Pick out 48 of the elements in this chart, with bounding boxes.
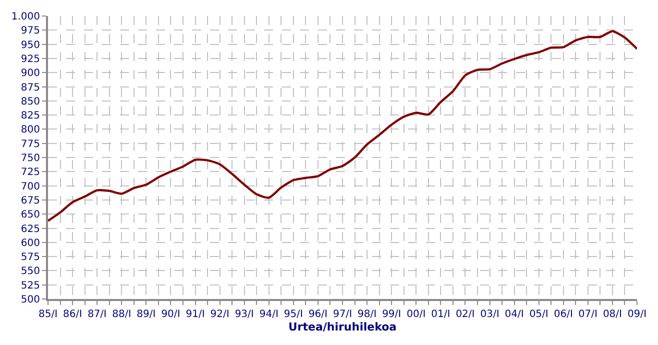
x-tick-label: 87/I	[88, 309, 107, 320]
x-tick-label: 90/I	[161, 309, 180, 320]
y-tick-label: 875	[20, 82, 40, 94]
y-tick-label: 900	[20, 68, 40, 80]
x-tick-label: 93/I	[234, 309, 254, 320]
y-tick-label: 975	[20, 26, 40, 37]
y-tick-label: 800	[20, 124, 40, 136]
x-tick-label: 95/I	[284, 309, 303, 320]
x-axis-title: Urtea/hiruhilekoa	[288, 320, 397, 334]
x-tick-label: 07/I	[578, 309, 598, 320]
x-tick-label: 00/I	[406, 309, 426, 320]
x-tick-label: 88/I	[112, 309, 132, 320]
y-tick-label: 775	[20, 138, 40, 150]
x-tick-label: 06/I	[554, 309, 573, 320]
x-tick-label: 86/I	[63, 309, 82, 320]
y-tick-label: 600	[20, 238, 40, 249]
y-tick-label: 550	[20, 266, 40, 278]
x-tick-label: 98/I	[358, 309, 377, 320]
x-tick-label: 01/I	[431, 309, 450, 320]
x-tick-label: 96/I	[308, 309, 328, 320]
x-tick-label: 97/I	[332, 309, 352, 320]
y-tick-label: 825	[20, 110, 40, 122]
y-tick-label: 700	[20, 181, 40, 192]
y-tick-label: 750	[20, 153, 40, 164]
line-series	[48, 30, 637, 222]
y-tick-label: 850	[20, 96, 40, 108]
y-tick-label: 1.000	[11, 12, 40, 22]
x-tick-label: 09/I	[627, 309, 647, 320]
x-tick-label: 02/I	[456, 309, 475, 320]
x-tick-label: 04/I	[504, 309, 524, 320]
y-tick-label: 725	[20, 167, 40, 178]
x-tick-label: 85/I	[38, 309, 58, 320]
x-tick-label: 91/I	[186, 309, 205, 320]
x-tick-label: 89/I	[136, 309, 156, 320]
x-tick-label: 99/I	[382, 309, 402, 320]
x-tick-label: 03/I	[480, 309, 500, 320]
y-tick-label: 525	[20, 280, 40, 292]
y-tick-label: 625	[20, 224, 40, 235]
x-tick-label: 94/I	[259, 309, 278, 320]
y-tick-label: 925	[20, 54, 40, 65]
x-tick-label: 08/I	[602, 309, 622, 320]
y-tick-label: 675	[20, 195, 40, 206]
x-tick-label: 05/I	[529, 309, 548, 320]
y-tick-label: 650	[20, 210, 40, 221]
y-tick-label: 500	[20, 294, 40, 306]
y-tick-label: 575	[20, 252, 40, 264]
x-tick-label: 92/I	[210, 309, 230, 320]
y-tick-label: 950	[20, 40, 40, 51]
